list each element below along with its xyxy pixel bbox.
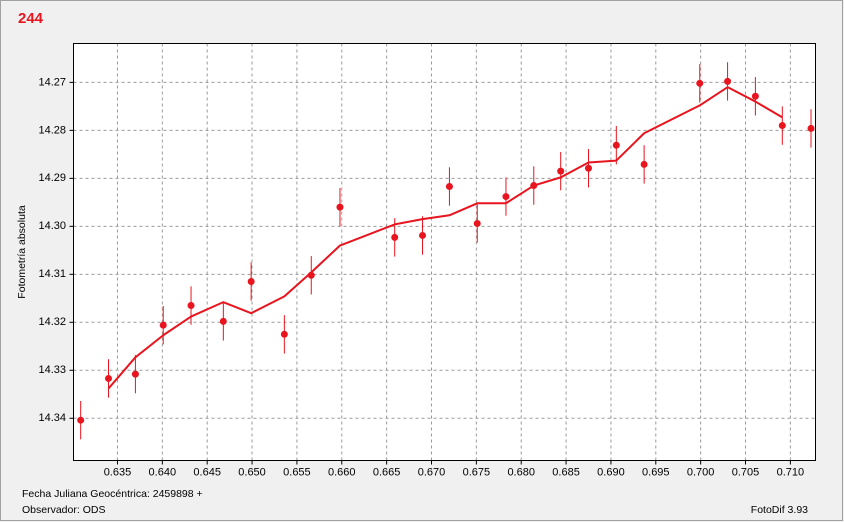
- data-point: [640, 160, 648, 168]
- data-point: [724, 77, 732, 85]
- x-tick-label: 0.660: [328, 466, 356, 478]
- x-tick-label: 0.665: [373, 466, 401, 478]
- data-point: [778, 122, 786, 130]
- data-point: [557, 167, 565, 175]
- data-point: [104, 374, 112, 382]
- y-axis-label: Fotometría absoluta: [16, 205, 28, 299]
- plot: 14.27 14.28 14.29 14.30 14.31 14.32 14.33 14.34…: [38, 43, 816, 478]
- data-point: [419, 231, 427, 239]
- y-tick-label: 14.34: [38, 412, 66, 424]
- data-point: [219, 317, 227, 325]
- x-tick-label: 0.670: [418, 466, 446, 478]
- x-tick-label: 0.695: [642, 466, 670, 478]
- x-axis-label: Fecha Juliana Geocéntrica: 2459898 +: [22, 488, 203, 500]
- data-point: [612, 141, 620, 149]
- y-tick-label: 14.33: [38, 364, 66, 376]
- x-tick-label: 0.650: [238, 466, 266, 478]
- data-point: [187, 302, 195, 310]
- data-point: [159, 321, 167, 329]
- fit-line: [107, 86, 783, 390]
- data-point: [77, 416, 85, 424]
- y-tick-label: 14.27: [38, 76, 66, 88]
- chart-title: 244: [18, 10, 44, 27]
- data-point: [391, 233, 399, 241]
- data-point: [751, 92, 759, 100]
- data-point: [336, 203, 344, 211]
- data-point: [585, 164, 593, 172]
- x-tick-label: 0.710: [777, 466, 805, 478]
- data-point: [473, 219, 481, 227]
- x-tick-label: 0.685: [552, 466, 580, 478]
- observer: Observador: ODS: [22, 504, 105, 516]
- plot-area: [73, 43, 816, 461]
- x-tick-label: 0.705: [732, 466, 760, 478]
- y-tick-label: 14.30: [38, 220, 66, 232]
- data-point: [445, 182, 453, 190]
- y-tick-label: 14.29: [38, 172, 66, 184]
- data-point: [696, 79, 704, 87]
- x-tick-label: 0.675: [463, 466, 491, 478]
- x-tick-label: 0.700: [687, 466, 715, 478]
- x-tick-label: 0.640: [149, 466, 177, 478]
- y-tick-label: 14.31: [38, 268, 66, 280]
- x-tick-label: 0.635: [104, 466, 132, 478]
- y-tick-label: 14.28: [38, 124, 66, 136]
- data-point: [247, 278, 255, 286]
- data-point: [502, 193, 510, 201]
- x-tick-label: 0.645: [193, 466, 221, 478]
- plot-border: [73, 43, 816, 461]
- data-point: [131, 370, 139, 378]
- data-point: [280, 330, 288, 338]
- y-tick-label: 14.32: [38, 316, 66, 328]
- x-tick-label: 0.690: [597, 466, 625, 478]
- x-tick-label: 0.655: [283, 466, 311, 478]
- x-tick-label: 0.680: [507, 466, 535, 478]
- software: FotoDif 3.93: [751, 504, 808, 516]
- data-point: [807, 124, 815, 132]
